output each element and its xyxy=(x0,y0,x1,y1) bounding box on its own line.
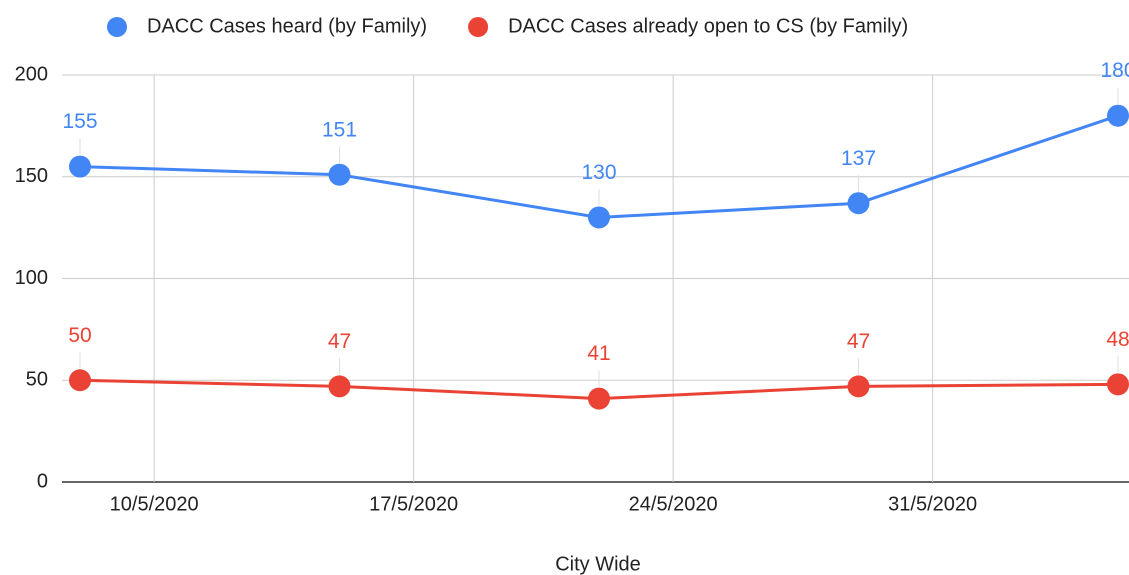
point xyxy=(1107,373,1129,396)
point xyxy=(69,155,91,178)
y-tick-label: 50 xyxy=(26,369,48,391)
legend-marker xyxy=(468,17,489,37)
data-label: 48 xyxy=(1106,328,1129,351)
point xyxy=(588,387,610,410)
data-label: 50 xyxy=(68,324,91,347)
x-tick-label: 10/5/2020 xyxy=(110,493,199,515)
data-label: 155 xyxy=(62,110,97,133)
data-label: 47 xyxy=(847,330,870,353)
x-tick-label: 24/5/2020 xyxy=(629,493,718,515)
point xyxy=(847,375,870,398)
data-label: 130 xyxy=(581,161,616,184)
data-label: 137 xyxy=(841,147,876,170)
y-tick-label: 100 xyxy=(15,267,48,289)
x-tick-label: 31/5/2020 xyxy=(888,493,977,515)
point xyxy=(328,375,351,398)
legend-marker xyxy=(107,17,127,37)
data-label: 47 xyxy=(328,330,351,353)
x-axis-title: City Wide xyxy=(555,553,641,575)
data-label: 180 xyxy=(1100,59,1129,82)
legend-label: DACC Cases heard (by Family) xyxy=(147,15,427,37)
point xyxy=(1107,104,1129,127)
x-tick-label: 17/5/2020 xyxy=(369,493,458,515)
point xyxy=(69,369,91,392)
data-label: 151 xyxy=(322,118,357,141)
y-tick-label: 0 xyxy=(37,470,48,492)
legend-label: DACC Cases already open to CS (by Family… xyxy=(508,15,908,37)
y-tick-label: 150 xyxy=(15,165,48,187)
point xyxy=(328,163,351,186)
point xyxy=(847,192,870,215)
point xyxy=(588,206,610,229)
data-label: 41 xyxy=(587,342,610,365)
y-tick-label: 200 xyxy=(15,63,48,85)
